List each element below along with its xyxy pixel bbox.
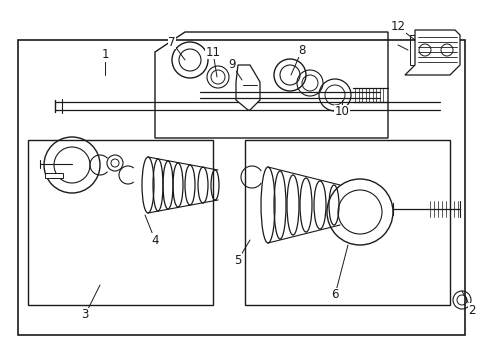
Text: 6: 6 bbox=[330, 288, 338, 301]
Text: 9: 9 bbox=[228, 58, 235, 72]
Bar bbox=[447, 35, 455, 65]
Text: 12: 12 bbox=[390, 21, 405, 33]
Bar bbox=[409, 35, 417, 65]
Text: 1: 1 bbox=[101, 49, 108, 62]
Polygon shape bbox=[404, 30, 459, 75]
Text: 7: 7 bbox=[168, 36, 175, 49]
Bar bbox=[45, 173, 63, 178]
Polygon shape bbox=[236, 65, 260, 110]
Text: 4: 4 bbox=[151, 234, 159, 247]
Bar bbox=[244, 140, 449, 305]
Bar bbox=[18, 40, 464, 335]
Text: 8: 8 bbox=[298, 44, 305, 57]
Text: 3: 3 bbox=[81, 309, 88, 321]
Text: 10: 10 bbox=[334, 105, 349, 118]
Text: 2: 2 bbox=[468, 303, 475, 316]
Text: 11: 11 bbox=[205, 45, 220, 58]
Bar bbox=[28, 140, 213, 305]
Text: 5: 5 bbox=[234, 253, 241, 266]
